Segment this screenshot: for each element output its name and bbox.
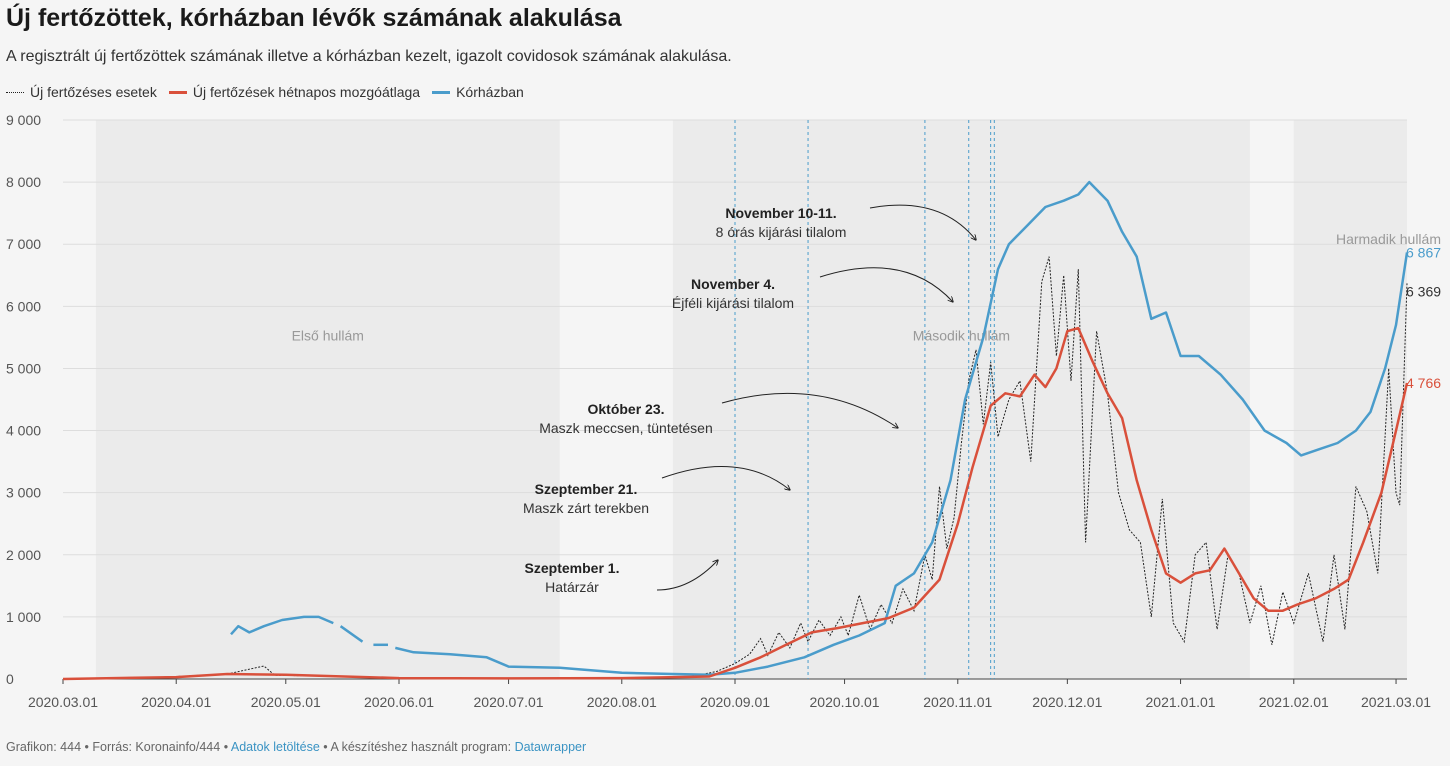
y-tick-label: 3 000 <box>6 485 41 501</box>
legend-swatch-daily <box>6 91 24 93</box>
legend-label-avg: Új fertőzések hétnapos mozgóátlaga <box>192 84 421 100</box>
footer-middle: • A készítéshez használt program: <box>319 740 515 754</box>
y-tick-label: 7 000 <box>6 236 41 252</box>
wave-label: Harmadik hullám <box>1336 231 1441 247</box>
end-value-label: 6 867 <box>1406 244 1441 260</box>
x-tick-label: 2021.02.01 <box>1259 694 1329 710</box>
datawrapper-link[interactable]: Datawrapper <box>514 740 587 754</box>
y-tick-label: 6 000 <box>6 298 41 314</box>
event-title: Október 23. <box>587 401 664 417</box>
y-tick-label: 1 000 <box>6 609 41 625</box>
y-tick-label: 2 000 <box>6 547 41 563</box>
event-arrow <box>721 392 898 428</box>
legend-item-hosp[interactable]: Kórházban <box>432 84 524 100</box>
chart-subtitle: A regisztrált új fertőzöttek számának il… <box>6 48 732 65</box>
series-line-hosp <box>230 615 334 636</box>
x-tick-label: 2020.04.01 <box>141 694 211 710</box>
x-tick-label: 2020.10.01 <box>810 694 880 710</box>
footer: Grafikon: 444 • Forrás: Koronainfo/444 •… <box>6 740 586 754</box>
event-title: Szeptember 21. <box>535 481 638 497</box>
x-tick-label: 2021.03.01 <box>1361 694 1431 710</box>
event-arrow <box>819 267 953 302</box>
event-arrow <box>656 560 718 591</box>
wave-band <box>672 120 1250 679</box>
x-tick-label: 2020.07.01 <box>474 694 544 710</box>
series-line-hosp <box>395 180 1409 676</box>
legend-swatch-hosp <box>432 90 451 94</box>
x-tick-label: 2021.01.01 <box>1146 694 1216 710</box>
y-tick-label: 9 000 <box>6 112 41 128</box>
x-tick-label: 2020.03.01 <box>28 694 98 710</box>
event-text: Maszk meccsen, tüntetésen <box>539 420 713 436</box>
x-tick-label: 2020.12.01 <box>1032 694 1102 710</box>
footer-credit: Grafikon: 444 • Forrás: Koronainfo/444 • <box>6 740 231 754</box>
event-title: Szeptember 1. <box>525 560 620 576</box>
legend-label-daily: Új fertőzéses esetek <box>30 84 157 100</box>
legend: Új fertőzéses esetek Új fertőzések hétna… <box>6 84 524 100</box>
event-title: November 4. <box>691 276 775 292</box>
y-tick-label: 0 <box>6 671 14 687</box>
legend-label-hosp: Kórházban <box>456 84 524 100</box>
event-arrow <box>869 204 976 240</box>
y-tick-label: 4 000 <box>6 423 41 439</box>
legend-swatch-avg <box>168 90 187 94</box>
end-value-label: 6 369 <box>1406 283 1441 299</box>
wave-band <box>1293 120 1407 679</box>
download-data-link[interactable]: Adatok letöltése <box>230 740 320 754</box>
legend-item-daily[interactable]: Új fertőzéses esetek <box>6 84 157 100</box>
series-line-avg <box>62 326 1409 681</box>
wave-label: Első hullám <box>292 327 364 343</box>
x-tick-label: 2020.09.01 <box>700 694 770 710</box>
wave-label: Második hullám <box>913 327 1010 343</box>
legend-item-avg[interactable]: Új fertőzések hétnapos mozgóátlaga <box>168 84 421 100</box>
event-text: Maszk zárt terekben <box>523 500 649 516</box>
series-line-hosp <box>339 625 364 643</box>
event-title: November 10-11. <box>725 205 836 221</box>
x-tick-label: 2020.08.01 <box>587 694 657 710</box>
end-value-label: 4 766 <box>1406 375 1441 391</box>
wave-band <box>95 120 560 679</box>
event-text: Éjféli kijárási tilalom <box>672 295 794 311</box>
y-tick-label: 8 000 <box>6 174 41 190</box>
x-tick-label: 2020.11.01 <box>923 694 992 710</box>
event-text: 8 órás kijárási tilalom <box>716 224 847 240</box>
x-tick-label: 2020.05.01 <box>251 694 321 710</box>
y-tick-label: 5 000 <box>6 360 41 376</box>
chart-title: Új fertőzöttek, kórházban lévők számának… <box>6 4 622 32</box>
event-text: Határzár <box>545 579 599 595</box>
x-tick-label: 2020.06.01 <box>364 694 434 710</box>
event-arrow <box>661 465 790 490</box>
